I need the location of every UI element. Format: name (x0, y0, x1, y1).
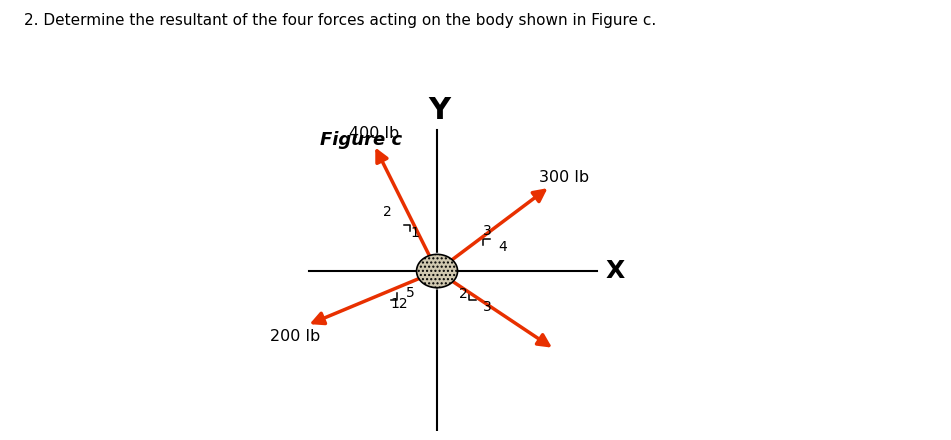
Text: 1: 1 (410, 226, 419, 240)
Text: 4: 4 (498, 240, 507, 254)
Text: X: X (606, 259, 625, 283)
Text: 2: 2 (459, 287, 468, 301)
Text: 3: 3 (483, 300, 492, 314)
Text: 12: 12 (391, 297, 409, 312)
Text: 3: 3 (483, 224, 492, 238)
Text: 300 lb: 300 lb (539, 170, 589, 185)
Text: 200 lb: 200 lb (270, 329, 320, 344)
Text: 5: 5 (406, 286, 415, 301)
Polygon shape (417, 254, 457, 288)
Text: Y: Y (429, 96, 451, 125)
Text: 400 lb: 400 lb (349, 126, 399, 141)
Text: Figure c: Figure c (320, 131, 402, 149)
Text: 2. Determine the resultant of the four forces acting on the body shown in Figure: 2. Determine the resultant of the four f… (24, 13, 656, 28)
Text: 2: 2 (383, 205, 392, 219)
